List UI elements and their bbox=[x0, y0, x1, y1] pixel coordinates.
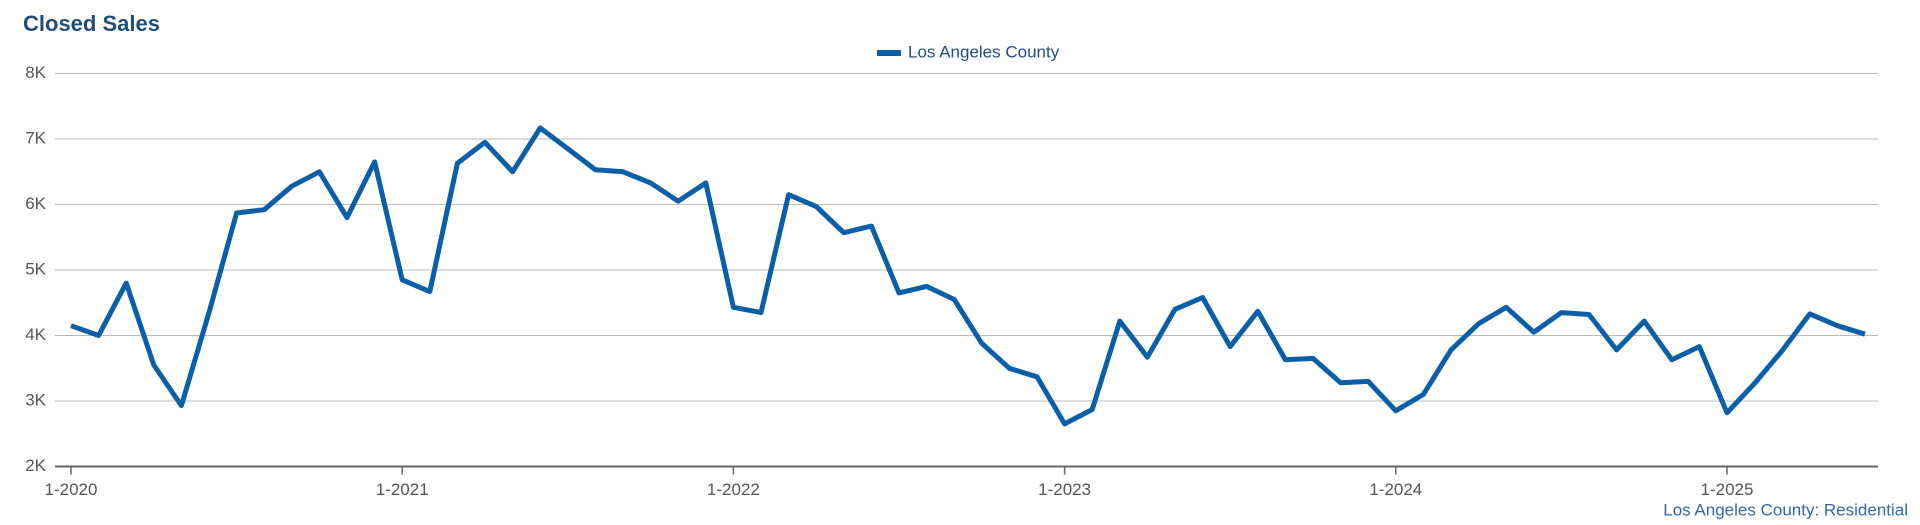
x-tick-label: 1-2024 bbox=[1369, 480, 1422, 499]
x-tick-label: 1-2022 bbox=[707, 480, 760, 499]
y-tick-label: 4K bbox=[25, 325, 46, 344]
y-tick-label: 7K bbox=[25, 128, 46, 147]
y-tick-label: 3K bbox=[25, 390, 46, 409]
y-tick-label: 5K bbox=[25, 259, 46, 278]
footnote: Los Angeles County: Residential bbox=[1663, 500, 1908, 519]
series-line bbox=[70, 125, 1866, 427]
x-tick-label: 1-2025 bbox=[1701, 480, 1754, 499]
y-tick-label: 6K bbox=[25, 194, 46, 213]
y-tick-label: 2K bbox=[25, 456, 46, 475]
y-tick-label: 8K bbox=[25, 63, 46, 82]
chart-title: Closed Sales bbox=[23, 11, 160, 36]
x-tick-label: 1-2021 bbox=[376, 480, 429, 499]
x-tick-label: 1-2020 bbox=[45, 480, 98, 499]
legend-label: Los Angeles County bbox=[908, 42, 1060, 61]
x-tick-label: 1-2023 bbox=[1038, 480, 1091, 499]
